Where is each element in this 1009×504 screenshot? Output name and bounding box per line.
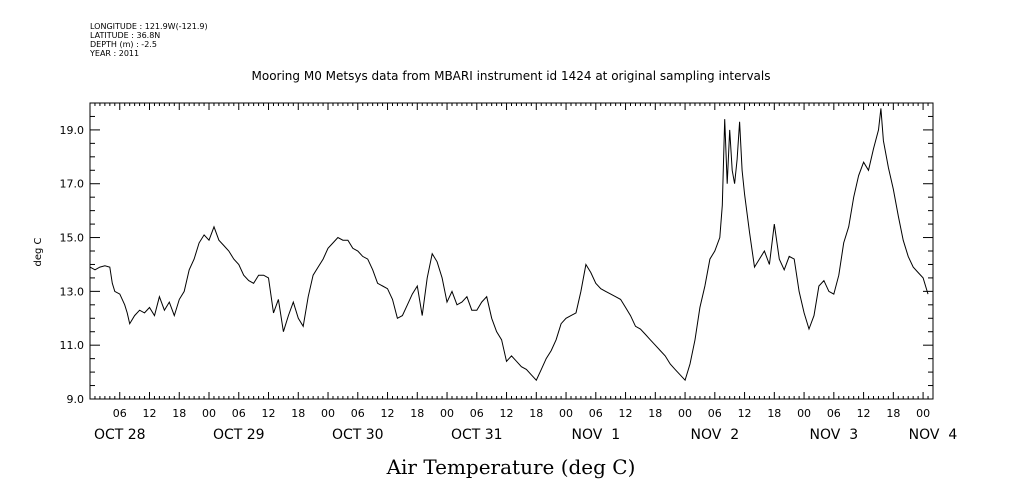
series-layer bbox=[89, 108, 929, 382]
x-hour-label: 18 bbox=[886, 407, 900, 420]
temperature-series-line bbox=[89, 108, 929, 382]
x-hour-label: 00 bbox=[202, 407, 216, 420]
x-hour-label: 00 bbox=[321, 407, 335, 420]
y-tick-label: 13.0 bbox=[60, 285, 85, 298]
x-hour-label: 18 bbox=[767, 407, 781, 420]
x-hour-label: 06 bbox=[589, 407, 603, 420]
x-hour-label: 12 bbox=[143, 407, 157, 420]
x-date-label: NOV 3 bbox=[810, 427, 859, 443]
x-hour-label: 00 bbox=[440, 407, 454, 420]
chart-title: Mooring M0 Metsys data from MBARI instru… bbox=[252, 69, 771, 83]
x-hour-label: 06 bbox=[827, 407, 841, 420]
depth-label: DEPTH (m) : -2.5 bbox=[90, 40, 157, 49]
x-hour-label: 00 bbox=[797, 407, 811, 420]
y-tick-label: 9.0 bbox=[67, 393, 85, 406]
y-axis-label: deg C bbox=[33, 237, 44, 266]
x-hour-label: 06 bbox=[232, 407, 246, 420]
x-axis-label: Air Temperature (deg C) bbox=[386, 455, 636, 479]
x-hour-label: 06 bbox=[708, 407, 722, 420]
x-hour-label: 06 bbox=[113, 407, 127, 420]
x-hour-label: 18 bbox=[172, 407, 186, 420]
axes-group: 9.0 11.0 13.0 15.0 17.0 19.0 06 12 18 00 06 12 18 00 0… bbox=[60, 102, 958, 443]
latitude-label: LATITUDE : 36.8N bbox=[90, 31, 161, 40]
x-date-label: OCT 29 bbox=[213, 427, 265, 443]
y-tick-label: 17.0 bbox=[60, 178, 85, 191]
x-hour-label: 12 bbox=[857, 407, 871, 420]
x-date-label: OCT 31 bbox=[451, 427, 503, 443]
x-hour-label: 12 bbox=[619, 407, 633, 420]
y-tick-label: 11.0 bbox=[60, 339, 85, 352]
y-tick-label: 15.0 bbox=[60, 232, 85, 245]
x-hour-label: 12 bbox=[738, 407, 752, 420]
x-date-label: NOV 2 bbox=[690, 427, 739, 443]
x-date-label: NOV 1 bbox=[571, 427, 620, 443]
x-hour-label: 18 bbox=[291, 407, 305, 420]
x-date-label: OCT 30 bbox=[332, 427, 384, 443]
x-hour-label: 06 bbox=[351, 407, 365, 420]
plot-frame bbox=[89, 102, 934, 400]
longitude-label: LONGITUDE : 121.9W(-121.9) bbox=[90, 22, 208, 31]
x-hour-label: 06 bbox=[470, 407, 484, 420]
x-hour-label: 12 bbox=[500, 407, 514, 420]
y-tick-label: 19.0 bbox=[60, 124, 85, 137]
x-hour-label: 00 bbox=[916, 407, 930, 420]
mooring-metadata: LONGITUDE : 121.9W(-121.9) LATITUDE : 36… bbox=[90, 22, 208, 58]
x-date-label: NOV 4 bbox=[909, 427, 958, 443]
year-label: YEAR : 2011 bbox=[90, 49, 140, 58]
x-date-label: OCT 28 bbox=[94, 427, 146, 443]
x-hour-label: 12 bbox=[381, 407, 395, 420]
x-hour-label: 18 bbox=[529, 407, 543, 420]
x-hour-label: 18 bbox=[648, 407, 662, 420]
x-hour-label: 18 bbox=[410, 407, 424, 420]
x-hour-label: 12 bbox=[262, 407, 276, 420]
x-hour-label: 00 bbox=[559, 407, 573, 420]
x-hour-label: 00 bbox=[678, 407, 692, 420]
